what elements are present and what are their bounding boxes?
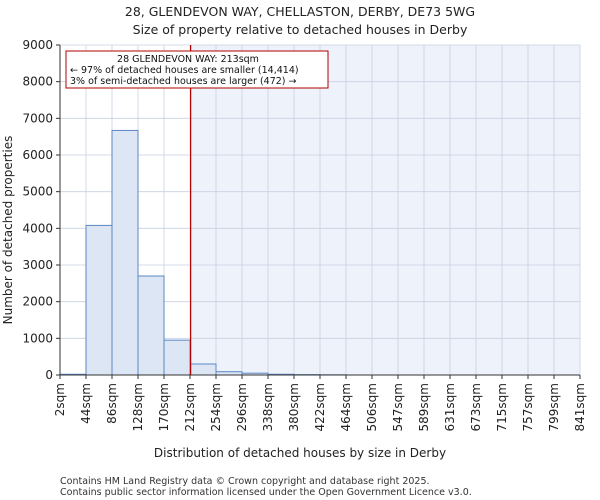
y-axis-label: Number of detached properties	[1, 136, 15, 325]
annotation-line-1: 28 GLENDEVON WAY: 213sqm	[117, 54, 259, 65]
y-tick-label: 8000	[22, 75, 53, 89]
x-tick-label: 506sqm	[365, 383, 379, 431]
plot-area: 0 1000 2000 3000 4000 5000 6000 7000 8000 9000 2sq…	[22, 38, 587, 431]
annotation-box: 28 GLENDEVON WAY: 213sqm ← 97% of detach…	[65, 50, 329, 89]
x-tick-label: 338sqm	[261, 383, 275, 431]
y-tick-label: 0	[45, 368, 53, 382]
annotation-line-2: ← 97% of detached houses are smaller (14…	[70, 65, 299, 76]
footer-line-2: Contains public sector information licen…	[60, 487, 472, 498]
histogram-bar	[137, 275, 165, 376]
x-tick-label: 380sqm	[287, 383, 301, 431]
x-tick-label: 715sqm	[495, 383, 509, 431]
x-tick-label: 799sqm	[547, 383, 561, 431]
x-axis-label: Distribution of detached houses by size …	[154, 446, 446, 460]
chart-title: 28, GLENDEVON WAY, CHELLASTON, DERBY, DE…	[125, 4, 475, 19]
x-tick-label: 841sqm	[573, 383, 587, 431]
histogram-bar	[111, 129, 139, 376]
x-tick-label: 673sqm	[469, 383, 483, 431]
histogram-bar	[189, 363, 217, 376]
y-tick-label: 6000	[22, 148, 53, 162]
annotation-line-3: 3% of semi-detached houses are larger (4…	[70, 76, 297, 87]
x-tick-label: 547sqm	[391, 383, 405, 431]
histogram-bar	[163, 339, 191, 376]
x-tick-label: 170sqm	[157, 383, 171, 431]
y-tick-label: 7000	[22, 111, 53, 125]
x-tick-label: 296sqm	[235, 383, 249, 431]
y-tick-label: 1000	[22, 331, 53, 345]
y-tick-label: 9000	[22, 38, 53, 52]
x-tick-label: 128sqm	[131, 383, 145, 431]
annotation-frame	[65, 50, 329, 89]
x-tick-label: 757sqm	[521, 383, 535, 431]
x-tick-label: 589sqm	[417, 383, 431, 431]
chart-subtitle: Size of property relative to detached ho…	[133, 22, 468, 37]
x-tick-label: 631sqm	[443, 383, 457, 431]
y-tick-label: 5000	[22, 185, 53, 199]
y-tick-label: 2000	[22, 295, 53, 309]
histogram-bar	[85, 224, 113, 376]
x-tick-label: 464sqm	[339, 383, 353, 431]
y-tick-label: 4000	[22, 221, 53, 235]
x-tick-label: 422sqm	[313, 383, 327, 431]
x-tick-label: 86sqm	[105, 383, 119, 424]
x-tick-label: 212sqm	[183, 383, 197, 431]
footer-line-1: Contains HM Land Registry data © Crown c…	[60, 476, 430, 487]
x-tick-label: 44sqm	[79, 383, 93, 424]
y-tick-label: 3000	[22, 258, 53, 272]
x-tick-label: 254sqm	[209, 383, 223, 431]
larger-region-shading	[190, 45, 580, 375]
x-tick-label: 2sqm	[53, 383, 67, 416]
